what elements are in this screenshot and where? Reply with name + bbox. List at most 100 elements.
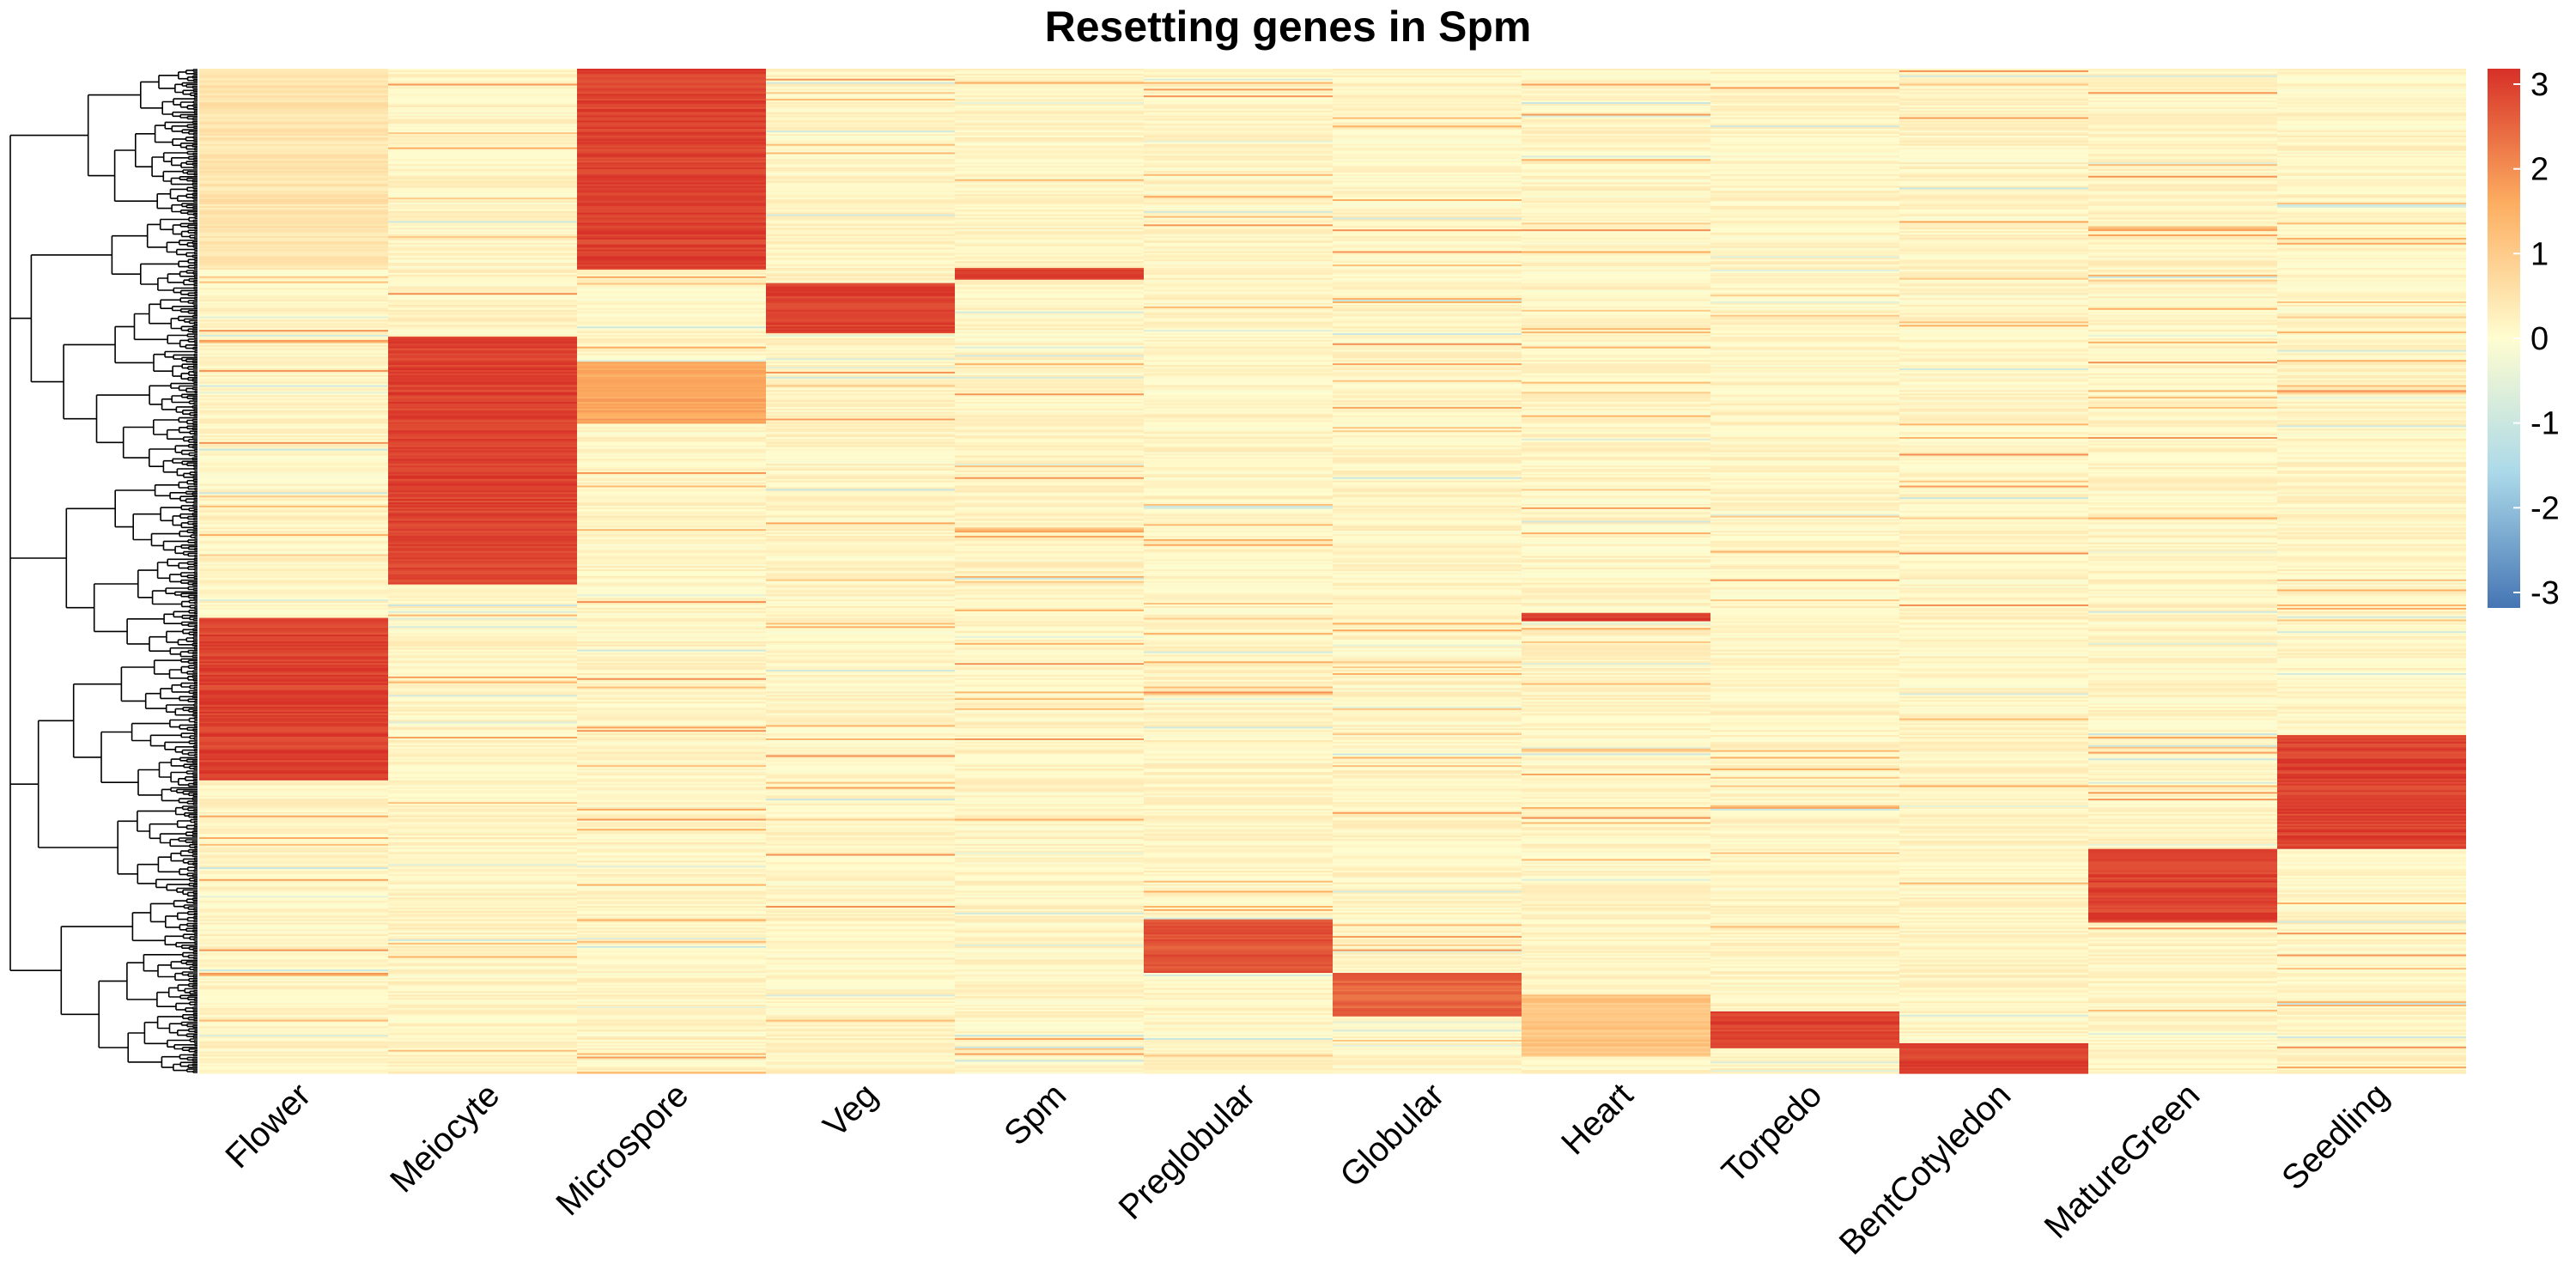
heatmap-cell	[1144, 127, 1333, 130]
heatmap-cell	[955, 97, 1144, 100]
heatmap-cell	[199, 741, 388, 744]
heatmap-cell	[1522, 653, 1710, 656]
heatmap-cell	[388, 233, 577, 235]
heatmap-cell	[199, 550, 388, 554]
heatmap-cell	[577, 140, 766, 143]
heatmap-cell	[388, 504, 577, 507]
heatmap-cell	[577, 360, 766, 362]
heatmap-cell	[1522, 450, 1710, 453]
heatmap-cell	[1333, 748, 1522, 751]
heatmap-cell	[1144, 222, 1333, 225]
heatmap-cell	[388, 360, 577, 362]
heatmap-cell	[199, 152, 388, 155]
heatmap-cell	[1333, 80, 1522, 83]
heatmap-cell	[1333, 623, 1522, 625]
heatmap-cell	[955, 316, 1144, 319]
heatmap-cell	[577, 406, 766, 410]
heatmap-cell	[1522, 598, 1710, 600]
heatmap-cell	[955, 636, 1144, 639]
heatmap-cell	[955, 810, 1144, 813]
heatmap-cell	[1144, 940, 1333, 944]
heatmap-cell	[1522, 132, 1710, 135]
heatmap-cell	[1144, 549, 1333, 552]
heatmap-cell	[1333, 852, 1522, 855]
heatmap-cell	[1333, 254, 1522, 257]
heatmap-cell	[577, 447, 766, 450]
heatmap-cell	[1710, 263, 1899, 265]
heatmap-cell	[766, 623, 955, 625]
heatmap-cell	[955, 383, 1144, 386]
heatmap-cell	[577, 100, 766, 103]
heatmap-cell	[388, 519, 577, 522]
heatmap-cell	[199, 840, 388, 843]
heatmap-cell	[388, 513, 577, 517]
heatmap-cell	[388, 973, 577, 975]
heatmap-cell	[1333, 806, 1522, 810]
heatmap-cell	[1144, 228, 1333, 230]
heatmap-cell	[1333, 428, 1522, 431]
heatmap-cell	[199, 982, 388, 986]
heatmap-cell	[388, 835, 577, 838]
heatmap-cell	[1144, 234, 1333, 237]
heatmap-cell	[199, 289, 388, 292]
heatmap-cell	[1144, 90, 1333, 93]
heatmap-cell	[955, 465, 1144, 468]
heatmap-cell	[1333, 1021, 1522, 1024]
heatmap-cell	[766, 605, 955, 607]
heatmap-cell	[1333, 277, 1522, 281]
heatmap-cell	[1710, 189, 1899, 191]
heatmap-cell	[1522, 714, 1710, 718]
heatmap-cell	[199, 1011, 388, 1014]
heatmap-cell	[1144, 532, 1333, 535]
heatmap-cell	[1333, 559, 1522, 562]
heatmap-cell	[766, 549, 955, 552]
heatmap-cell	[1144, 404, 1333, 408]
heatmap-cell	[577, 788, 766, 792]
heatmap-cell	[955, 92, 1144, 94]
heatmap-cell	[577, 270, 766, 272]
heatmap-cell	[199, 915, 388, 919]
heatmap-cell	[766, 540, 955, 544]
heatmap-cell	[577, 313, 766, 316]
heatmap-cell	[388, 949, 577, 952]
heatmap-cell	[766, 402, 955, 404]
heatmap-cell	[1522, 117, 1710, 120]
heatmap-cell	[1144, 959, 1333, 962]
heatmap-cell	[1333, 455, 1522, 458]
heatmap-cell	[388, 1028, 577, 1030]
heatmap-cell	[577, 811, 766, 815]
heatmap-cell	[955, 607, 1144, 611]
heatmap-cell	[577, 605, 766, 607]
heatmap-cell	[199, 653, 388, 656]
heatmap-cell	[388, 214, 577, 217]
heatmap-cell	[1522, 1068, 1710, 1071]
heatmap-cell	[388, 298, 577, 301]
heatmap-cell	[577, 239, 766, 242]
heatmap-cell	[1710, 300, 1899, 302]
heatmap-cell	[955, 489, 1144, 491]
heatmap-cell	[388, 373, 577, 376]
heatmap-cell	[577, 520, 766, 524]
heatmap-cell	[199, 663, 388, 665]
heatmap-cell	[1710, 184, 1899, 187]
heatmap-cell	[199, 847, 388, 850]
heatmap-cell	[766, 289, 955, 292]
heatmap-cell	[1522, 118, 1710, 122]
heatmap-cell	[955, 1053, 1144, 1056]
heatmap-cell	[1333, 70, 1522, 73]
heatmap-cell	[1144, 875, 1333, 878]
heatmap-cell	[199, 594, 388, 597]
heatmap-cell	[955, 907, 1144, 910]
heatmap-cell	[1522, 152, 1710, 155]
heatmap-cell	[577, 441, 766, 445]
heatmap-cell	[199, 619, 388, 623]
heatmap-cell	[1144, 739, 1333, 743]
heatmap-cell	[1144, 400, 1333, 403]
heatmap-column-spm	[955, 69, 1144, 1074]
heatmap-cell	[1522, 862, 1710, 865]
heatmap-cell	[955, 691, 1144, 694]
heatmap-cell	[1333, 467, 1522, 470]
heatmap-cell	[1333, 373, 1522, 376]
heatmap-cell	[1710, 331, 1899, 334]
heatmap-cell	[199, 259, 388, 262]
